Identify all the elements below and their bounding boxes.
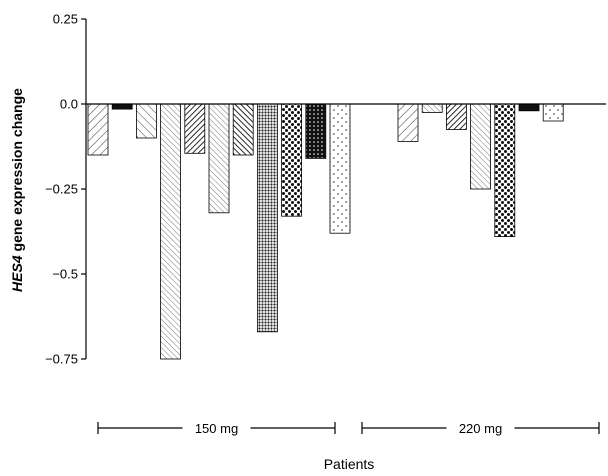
- bar: [397, 103, 419, 142]
- group-brackets: 150 mg 220 mg: [97, 421, 600, 436]
- group-label: 220 mg: [459, 421, 502, 436]
- y-tick-label: 0.0: [60, 97, 78, 112]
- bar: [470, 103, 492, 190]
- y-tick-label: −0.25: [45, 182, 78, 197]
- y-axis-title-gene: HES4: [9, 255, 25, 292]
- bar: [256, 103, 278, 333]
- bar: [208, 103, 230, 214]
- bar: [111, 103, 133, 110]
- bar: [518, 103, 540, 112]
- y-ticks: 0.25 0.0 −0.25 −0.5 −0.75: [45, 12, 86, 367]
- bars: [87, 103, 564, 360]
- x-axis-title: Patients: [324, 456, 375, 472]
- bar: [421, 103, 443, 113]
- y-axis-title-rest: gene expression change: [9, 88, 25, 255]
- bar: [232, 103, 254, 156]
- bar: [135, 103, 157, 139]
- y-tick-label: −0.75: [45, 352, 78, 367]
- y-axis-title: HES4 gene expression change: [9, 88, 25, 292]
- bar: [542, 103, 564, 122]
- bar: [184, 103, 206, 154]
- bar: [329, 103, 351, 234]
- y-tick-label: 0.25: [53, 12, 78, 27]
- y-tick-label: −0.5: [52, 267, 78, 282]
- bar: [281, 103, 303, 217]
- bar: [445, 103, 467, 130]
- bar: [494, 103, 516, 238]
- bar: [160, 103, 182, 360]
- bar: [87, 103, 109, 156]
- bar: [305, 103, 327, 159]
- group-label: 150 mg: [195, 421, 238, 436]
